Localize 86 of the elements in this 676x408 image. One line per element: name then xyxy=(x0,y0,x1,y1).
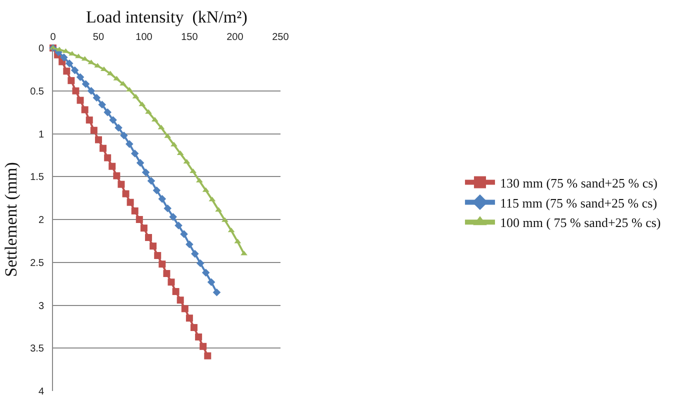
point xyxy=(104,108,112,116)
point xyxy=(76,96,84,104)
point xyxy=(114,124,122,132)
point xyxy=(164,204,172,212)
x-tick-label: 200 xyxy=(226,32,244,43)
point xyxy=(109,116,117,124)
point xyxy=(104,154,112,162)
legend-label: 115 mm (75 % sand+25 % cs) xyxy=(500,195,658,210)
point xyxy=(75,54,82,58)
x-tick-label: 0 xyxy=(50,32,56,43)
y-tick-label: 2.5 xyxy=(30,258,44,269)
point xyxy=(145,234,152,242)
point xyxy=(202,268,210,277)
point xyxy=(150,242,157,250)
point xyxy=(70,66,79,74)
point xyxy=(140,224,148,232)
point xyxy=(94,136,102,144)
y-tick-label: 1.5 xyxy=(30,172,44,184)
point xyxy=(174,222,182,230)
point xyxy=(196,259,204,268)
x-tick-label: 100 xyxy=(136,32,153,43)
point xyxy=(200,342,207,350)
point xyxy=(82,80,90,88)
point xyxy=(142,168,150,176)
point xyxy=(176,296,184,304)
point xyxy=(212,288,221,296)
y-tick-label: 3 xyxy=(38,300,44,312)
point xyxy=(108,162,116,170)
point xyxy=(76,73,84,82)
point xyxy=(126,198,134,206)
point xyxy=(191,250,199,258)
y-tick-label: 4 xyxy=(38,386,44,398)
point xyxy=(158,260,166,268)
point xyxy=(170,142,178,146)
y-tick-label: 0.5 xyxy=(30,86,44,98)
x-tick-label: 250 xyxy=(272,32,290,43)
point xyxy=(195,333,202,340)
point xyxy=(65,60,74,68)
y-tick-label: 0 xyxy=(38,44,44,54)
point xyxy=(172,288,180,296)
point xyxy=(90,126,98,134)
x-axis-title: Load intensity (kN/m²) xyxy=(86,8,248,27)
point xyxy=(72,87,80,94)
point xyxy=(186,240,194,248)
point xyxy=(81,106,88,114)
point xyxy=(122,190,130,198)
point xyxy=(147,177,156,185)
x-tick-label: 50 xyxy=(92,32,104,43)
point xyxy=(168,278,175,286)
point xyxy=(86,116,93,124)
point xyxy=(98,100,106,108)
point xyxy=(136,159,144,167)
point xyxy=(87,86,96,95)
point xyxy=(158,195,166,203)
point xyxy=(240,250,248,256)
point xyxy=(68,77,75,84)
point xyxy=(136,216,143,223)
y-tick-label: 3.5 xyxy=(30,344,44,355)
point xyxy=(152,186,161,194)
y-tick-label: 1 xyxy=(38,129,44,140)
point xyxy=(163,270,170,278)
point xyxy=(145,109,152,114)
point xyxy=(126,140,134,148)
point xyxy=(181,305,188,312)
point xyxy=(100,144,107,152)
point xyxy=(118,180,125,188)
point xyxy=(154,252,162,260)
y-axis-title: Settlement (mm) xyxy=(2,162,21,277)
point xyxy=(207,278,216,286)
point xyxy=(180,230,188,238)
point xyxy=(131,207,138,214)
point xyxy=(120,132,128,140)
point xyxy=(63,68,70,75)
point xyxy=(113,172,120,180)
legend-label: 100 mm ( 75 % sand+25 % cs) xyxy=(500,215,661,230)
point xyxy=(186,314,193,322)
point xyxy=(196,178,203,182)
x-tick-label: 150 xyxy=(181,32,198,43)
y-tick-label: 2 xyxy=(38,215,44,226)
point xyxy=(190,324,198,332)
point xyxy=(169,213,177,221)
point xyxy=(130,150,139,158)
point xyxy=(60,54,68,62)
point xyxy=(204,352,212,360)
legend-label: 130 mm (75 % sand+25 % cs) xyxy=(500,175,658,190)
point xyxy=(92,94,101,102)
